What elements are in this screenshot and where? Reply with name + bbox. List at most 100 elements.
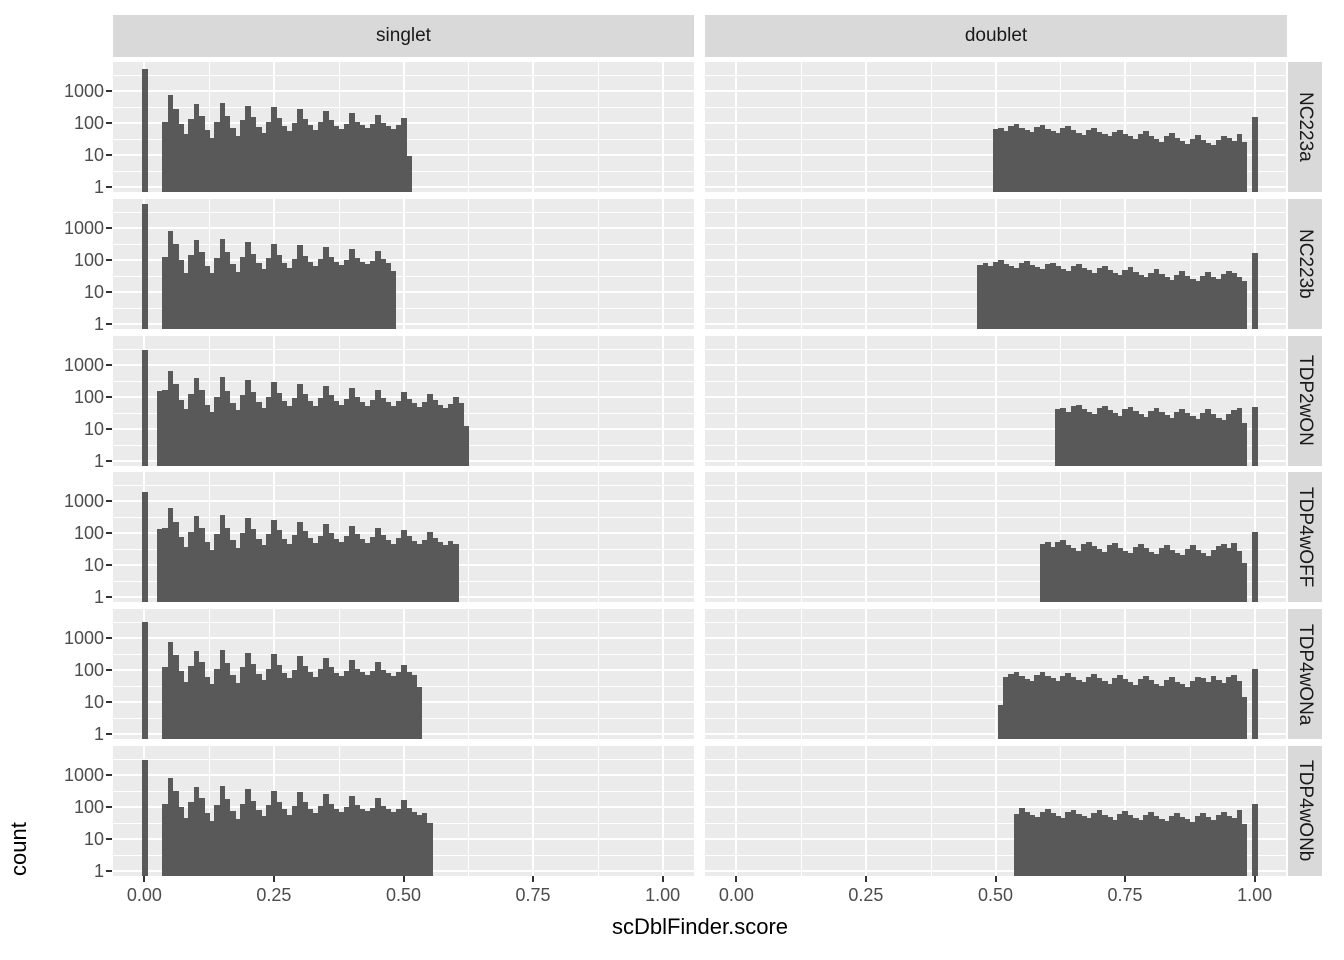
histogram-bar bbox=[224, 390, 231, 466]
histogram-bar bbox=[400, 118, 407, 192]
gridline-major-x bbox=[532, 62, 535, 192]
y-axis-tick bbox=[106, 459, 112, 462]
x-axis-tick bbox=[143, 876, 146, 882]
gridline-major-x bbox=[1124, 62, 1127, 192]
histogram-bar bbox=[1065, 673, 1072, 740]
histogram-bar bbox=[198, 251, 205, 329]
histogram-bar bbox=[1195, 677, 1201, 740]
gridline-minor-x bbox=[801, 62, 803, 192]
histogram-bar bbox=[183, 272, 189, 329]
histogram-bar bbox=[1200, 139, 1206, 192]
gridline-minor-x bbox=[209, 62, 211, 192]
histogram-bar bbox=[385, 673, 392, 740]
histogram-bar bbox=[1018, 676, 1025, 740]
histogram-bar bbox=[1231, 140, 1238, 192]
histogram-bar bbox=[1044, 128, 1051, 192]
gridline-minor-x bbox=[930, 609, 932, 740]
histogram-bar bbox=[1226, 270, 1232, 329]
facet-panel-TDP4wONb-singlet bbox=[113, 746, 694, 876]
histogram-bar bbox=[1086, 541, 1092, 603]
histogram-bar bbox=[1184, 413, 1191, 466]
histogram-bar bbox=[178, 807, 184, 876]
histogram-bar bbox=[1013, 814, 1020, 876]
histogram-bar bbox=[1153, 138, 1160, 192]
gridline-major-x bbox=[1124, 335, 1127, 466]
histogram-bar bbox=[328, 803, 335, 876]
gridline-minor-x bbox=[801, 198, 803, 329]
histogram-bar bbox=[1210, 145, 1217, 192]
gridline-minor-x bbox=[1189, 335, 1191, 466]
histogram-bar bbox=[162, 803, 169, 876]
histogram-bar bbox=[1122, 679, 1129, 740]
histogram-bar bbox=[162, 666, 169, 740]
histogram-bar bbox=[364, 264, 371, 329]
histogram-bar bbox=[426, 822, 433, 876]
histogram-bar bbox=[167, 777, 174, 876]
histogram-bar bbox=[328, 256, 335, 329]
histogram-bar bbox=[297, 792, 304, 876]
y-axis-tick bbox=[106, 733, 112, 736]
histogram-bar bbox=[1179, 684, 1186, 740]
histogram-bar bbox=[1236, 810, 1243, 876]
histogram-bar bbox=[1117, 274, 1124, 329]
histogram-bar bbox=[317, 258, 324, 329]
histogram-bar bbox=[354, 257, 361, 329]
histogram-bar bbox=[245, 788, 252, 876]
histogram-bar bbox=[245, 652, 252, 740]
histogram-bar bbox=[209, 273, 215, 329]
histogram-bar bbox=[260, 545, 267, 603]
histogram-bar bbox=[188, 665, 195, 740]
histogram-bar bbox=[1132, 818, 1139, 876]
histogram-bar bbox=[286, 814, 293, 876]
y-axis-tick-label: 100 bbox=[73, 112, 104, 133]
histogram-bar bbox=[1013, 124, 1020, 192]
histogram-bar bbox=[312, 677, 319, 740]
histogram-bar bbox=[1210, 414, 1217, 466]
histogram-bar bbox=[323, 247, 329, 329]
histogram-bar bbox=[369, 537, 376, 603]
histogram-bar bbox=[1060, 407, 1067, 466]
histogram-bar bbox=[385, 126, 392, 192]
gridline-major-x bbox=[532, 335, 535, 466]
histogram-bar bbox=[292, 259, 298, 329]
histogram-bar bbox=[255, 539, 262, 603]
histogram-bar bbox=[328, 120, 335, 192]
histogram-bar bbox=[1055, 815, 1061, 876]
histogram-bar bbox=[1143, 277, 1149, 329]
gridline-major-x bbox=[735, 62, 738, 192]
histogram-bar bbox=[323, 523, 329, 603]
histogram-bar bbox=[141, 759, 148, 876]
y-axis-tick-label: 1000 bbox=[63, 217, 104, 238]
facet-panel-TDP4wOFF-singlet bbox=[113, 472, 694, 603]
histogram-bar bbox=[1226, 547, 1232, 603]
histogram-bar bbox=[1184, 549, 1191, 603]
histogram-bar bbox=[1163, 544, 1170, 603]
histogram-bar bbox=[292, 806, 298, 876]
gridline-major-x bbox=[661, 746, 664, 876]
histogram-bar bbox=[406, 671, 412, 740]
x-axis-tick bbox=[994, 876, 997, 882]
histogram-bar bbox=[432, 537, 438, 603]
gridline-minor-x bbox=[209, 746, 211, 876]
gridline-minor-x bbox=[1060, 472, 1062, 603]
histogram-bar bbox=[1101, 405, 1108, 466]
histogram-bar bbox=[1044, 264, 1051, 329]
gridline-minor-x bbox=[209, 335, 211, 466]
gridline-minor-x bbox=[468, 746, 470, 876]
histogram-bar bbox=[1055, 265, 1061, 329]
histogram-bar bbox=[203, 130, 210, 192]
histogram-bar bbox=[1148, 680, 1155, 740]
facet-panel-TDP4wONb-doublet bbox=[705, 746, 1286, 876]
gridline-minor-x bbox=[1060, 746, 1062, 876]
histogram-bar bbox=[271, 382, 278, 466]
histogram-bar bbox=[1215, 679, 1222, 740]
gridline-minor-x bbox=[1060, 62, 1062, 192]
histogram-bar bbox=[172, 655, 179, 740]
histogram-bar bbox=[214, 396, 221, 466]
histogram-bar bbox=[1169, 815, 1175, 876]
histogram-bar bbox=[1226, 414, 1232, 466]
histogram-bar bbox=[1169, 549, 1175, 603]
histogram-bar bbox=[421, 539, 428, 603]
histogram-bar bbox=[302, 394, 309, 466]
histogram-bar bbox=[1060, 675, 1067, 740]
